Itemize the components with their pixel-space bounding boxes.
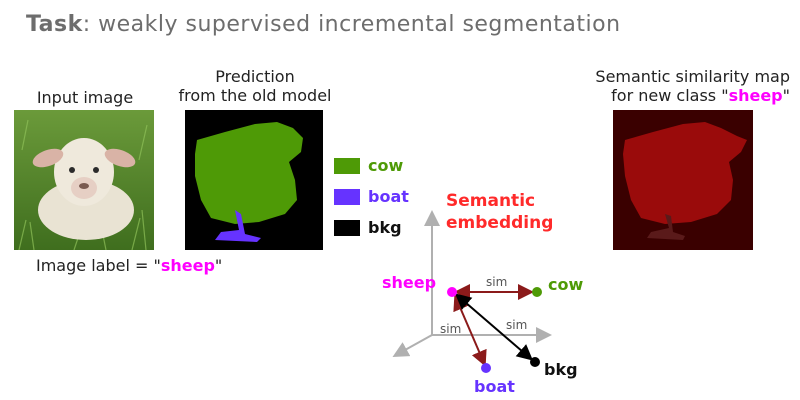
title-rest: : weakly supervised incremental segmenta… [82,12,621,37]
slide-title: Task: weakly supervised incremental segm… [26,12,621,37]
semantic-embedding-heading: Semantic embedding [446,190,553,234]
prediction-cow-region [195,122,303,224]
legend-label-cow: cow [368,156,404,175]
legend-swatch-cow [334,157,360,174]
title-bold: Task [26,12,83,37]
legend-item-boat: boat [334,187,409,206]
image-label-prefix: Image label = " [36,256,161,275]
legend-item-cow: cow [334,156,409,175]
similarity-map-caption-prefix: for new class " [611,86,729,105]
legend-swatch-bkg [334,219,360,236]
label-sim-bkg: sim [506,318,527,332]
label-sim-cow: sim [486,275,507,289]
similarity-map [613,110,753,250]
legend-swatch-boat [334,188,360,205]
label-sim-boat: sim [440,322,461,336]
point-boat [481,363,491,373]
prediction-caption-line1: Prediction [215,67,295,86]
semantic-embedding-line1: Semantic [446,191,536,211]
prediction-map [185,110,323,250]
arrow-sheep-bkg [454,293,534,361]
point-bkg [530,357,540,367]
axis-z [392,334,433,357]
semantic-embedding-line2: embedding [446,213,554,233]
point-sheep [447,287,457,297]
similarity-map-caption-line2: for new class "sheep" [560,86,790,105]
prediction-boat-region [215,210,261,242]
input-image-caption: Input image [36,88,134,107]
similarity-map-low-region [647,214,685,240]
label-boat: boat [474,377,515,395]
legend-label-boat: boat [368,187,409,206]
input-image [14,110,154,250]
label-bkg: bkg [544,360,578,379]
label-sheep: sheep [382,273,436,292]
label-cow: cow [548,275,583,294]
embedding-diagram: sheep cow boat bkg sim sim sim [382,210,583,395]
image-label: Image label = "sheep" [36,256,222,275]
prediction-caption-line2: from the old model [178,86,332,105]
similarity-map-caption-value: sheep [728,86,783,105]
legend-label-bkg: bkg [368,218,402,237]
legend-item-bkg: bkg [334,218,409,237]
similarity-map-caption-suffix: " [782,86,790,105]
prediction-caption: Prediction from the old model [160,67,350,105]
similarity-map-caption-line1: Semantic similarity map [595,67,790,86]
legend: cow boat bkg [334,156,409,237]
similarity-map-sheep-region [623,122,747,224]
image-label-value: sheep [160,256,215,275]
point-cow [532,287,542,297]
image-label-suffix: " [214,256,223,275]
similarity-map-caption: Semantic similarity map for new class "s… [560,67,790,105]
